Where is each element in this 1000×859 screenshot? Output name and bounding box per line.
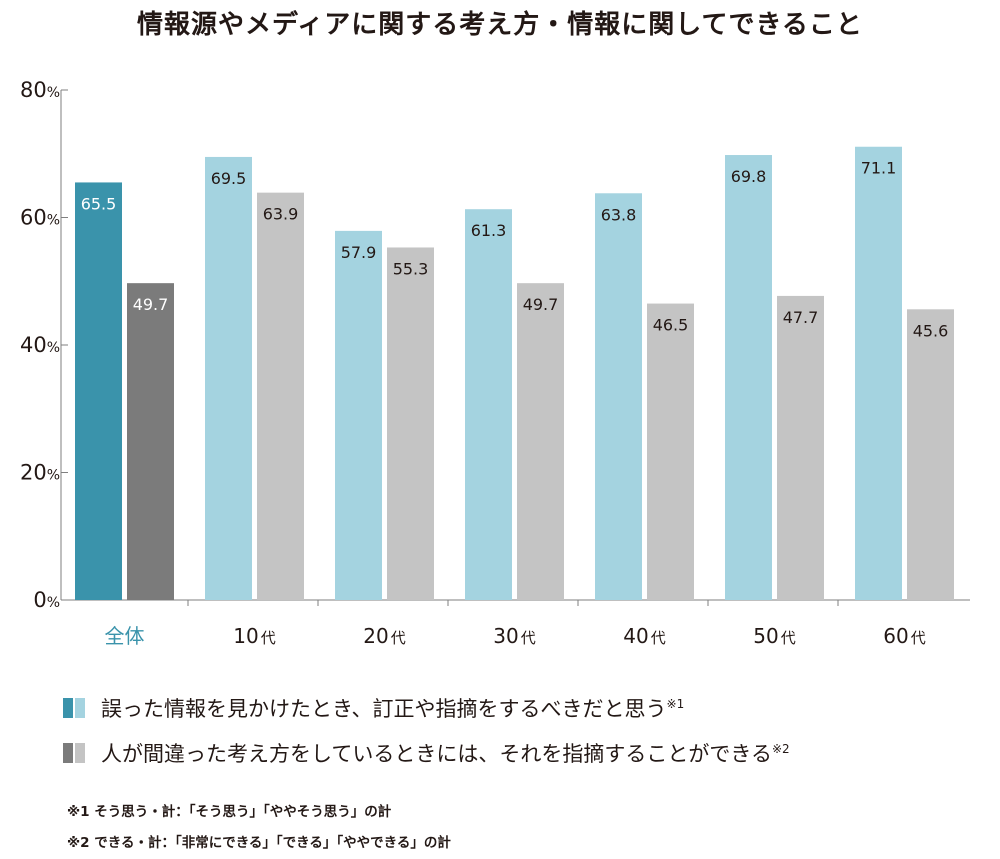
bar-series-1-全体 (75, 182, 122, 600)
bar-series-2-60代 (907, 309, 954, 600)
data-label: 63.9 (263, 205, 299, 224)
data-label: 63.8 (601, 205, 637, 224)
legend-footnote-mark-1: ※1 (666, 697, 685, 711)
bar-series-2-40代 (647, 303, 694, 600)
data-label: 57.9 (341, 243, 377, 262)
bar-series-1-50代 (725, 155, 772, 600)
y-tick-label: 20% (20, 461, 60, 485)
data-label: 55.3 (393, 259, 429, 278)
legend-label-2: 人が間違った考え方をしているときには、それを指摘することができる※2 (101, 742, 790, 766)
bar-series-2-20代 (387, 247, 434, 600)
legend-item-series-2: 人が間違った考え方をしているときには、それを指摘することができる※2 (63, 738, 790, 768)
x-tick-label: 40 代 (623, 624, 665, 648)
chart-data-labels: 65.5 49.7 69.5 63.9 57.9 55.3 61.3 49.7 63.8 46.5… (81, 159, 949, 341)
data-label: 69.5 (211, 169, 247, 188)
legend-swatch-dark-2 (63, 743, 73, 763)
legend-footnote-mark-2: ※2 (771, 742, 790, 756)
data-label: 61.3 (471, 221, 507, 240)
bar-series-1-10代 (205, 156, 252, 600)
y-tick-label: 0% (33, 588, 60, 612)
x-tick-label: 60 代 (883, 624, 925, 648)
data-label: 71.1 (861, 159, 897, 178)
legend-label-1: 誤った情報を見かけたとき、訂正や指摘をするべきだと思う※1 (101, 697, 685, 721)
footnote-2: ※2 できる・計：「非常にできる」「できる」「ややできる」の計 (67, 835, 451, 851)
y-tick-label: 40% (20, 333, 60, 357)
bar-series-2-30代 (517, 283, 564, 600)
bar-series-2-全体 (127, 283, 174, 600)
data-label: 47.7 (783, 308, 819, 327)
x-tick-label: 20 代 (363, 624, 405, 648)
bar-series-1-20代 (335, 230, 382, 600)
x-tick-label: 全体 (105, 624, 145, 648)
data-label: 69.8 (731, 167, 767, 186)
chart-title: 情報源やメディアに関する考え方・情報に関してできること (137, 10, 863, 40)
bar-series-1-60代 (855, 146, 902, 601)
legend-item-series-1: 誤った情報を見かけたとき、訂正や指摘をするべきだと思う※1 (63, 693, 684, 723)
y-tick-label: 80% (20, 78, 60, 102)
x-tick-label: 50 代 (753, 624, 795, 648)
data-label: 65.5 (81, 194, 117, 213)
x-tick-label: 10 代 (233, 624, 275, 648)
legend-swatch-light-2 (75, 743, 85, 763)
data-label: 45.6 (913, 321, 949, 340)
chart-bars (75, 146, 954, 601)
legend-swatch-light-1 (75, 698, 85, 718)
bar-chart: 0% 20% 40% 60% 80% 全体 10 代 20 代 30 代 40 代 50 代 60 代 65.5 4… (20, 78, 970, 648)
data-label: 49.7 (523, 295, 559, 314)
legend-swatch-dark-1 (63, 698, 73, 718)
y-tick-label: 60% (20, 206, 60, 230)
data-label: 46.5 (653, 316, 689, 335)
bar-series-1-40代 (595, 193, 642, 600)
bar-series-2-10代 (257, 192, 304, 600)
chart-axes: 0% 20% 40% 60% 80% 全体 10 代 20 代 30 代 40 代 50 代 60 代 (20, 78, 970, 648)
bar-series-1-30代 (465, 209, 512, 600)
data-label: 49.7 (133, 295, 169, 314)
footnote-1: ※1 そう思う・計：「そう思う」「ややそう思う」の計 (67, 804, 392, 820)
bar-series-2-50代 (777, 295, 824, 600)
x-tick-label: 30 代 (493, 624, 535, 648)
